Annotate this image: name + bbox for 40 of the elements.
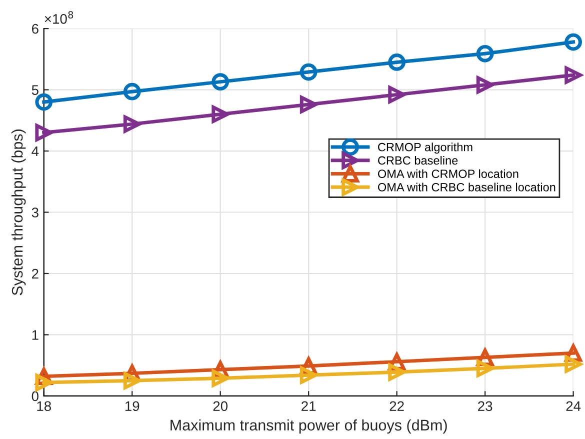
x-axis-title: Maximum transmit power of buoys (dBm) [170,419,447,434]
point [123,372,141,390]
point [476,76,494,94]
point [300,63,318,81]
point [388,54,406,71]
x-tick-label: 21 [302,401,316,411]
point [35,93,53,111]
y-tick-label: 2 [32,268,38,279]
y-tick-label: 6 [32,24,38,34]
legend-label: OMA with CRMOP location [378,169,518,178]
point [300,96,318,114]
legend-label: CRBC baseline [378,156,458,165]
point [212,106,230,123]
x-tick-label: 24 [566,401,581,411]
y-axis-title: System throughput (bps) [11,130,26,296]
y-tick-label: 5 [32,85,38,95]
point [123,82,141,100]
x-tick-label: 18 [37,401,51,412]
x-tick-label: 20 [213,401,228,412]
y-tick-label: 0 [32,391,38,402]
point [212,370,230,387]
point [300,366,318,384]
point [476,44,494,62]
point [35,124,53,142]
point [35,374,53,392]
x-tick-label: 22 [390,401,404,411]
legend-label: CRMOP algorithm [378,142,472,154]
point [388,86,406,104]
point [212,73,230,90]
point [476,360,494,378]
point [388,363,406,381]
point [123,115,141,133]
y-tick-label: 4 [32,146,39,156]
y-tick-label: 3 [32,208,38,218]
x-tick-label: 19 [125,401,140,412]
y-tick-label: 1 [32,330,38,340]
legend-label: OMA with CRBC baseline location [378,182,556,192]
text: ×10$^{8}$ [44,11,74,24]
point [564,33,582,51]
x-tick-label: 23 [478,401,492,412]
